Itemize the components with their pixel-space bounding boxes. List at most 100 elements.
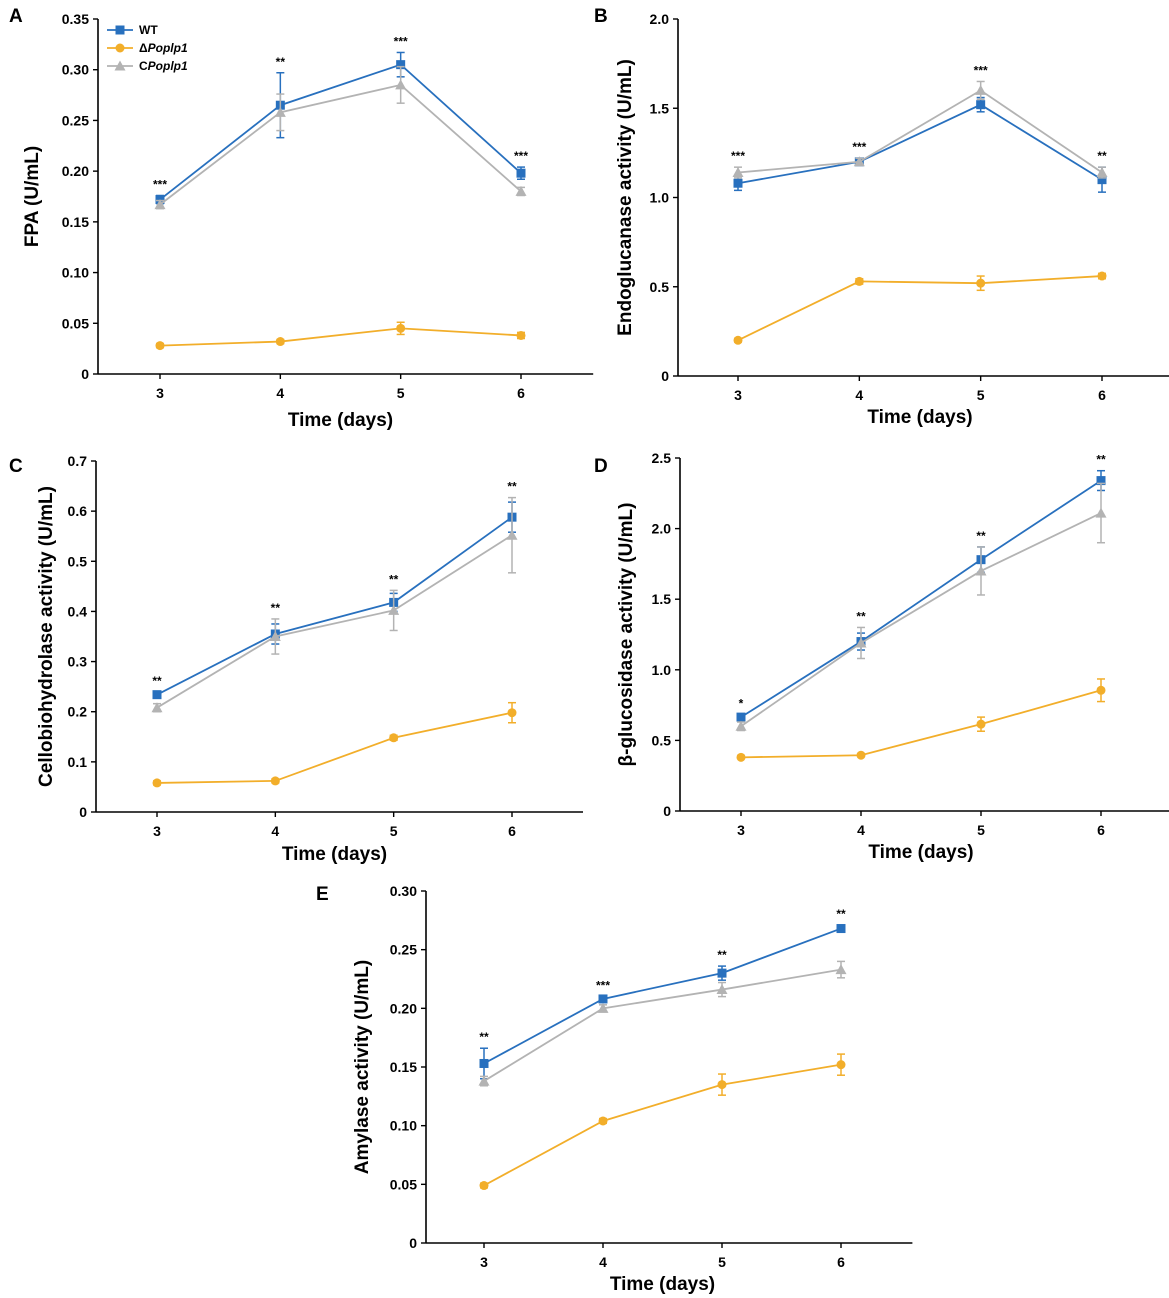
panel-letter: D bbox=[594, 456, 608, 477]
series-wt bbox=[736, 469, 1106, 722]
data-point bbox=[735, 720, 747, 731]
legend-label: CPoplp1 bbox=[139, 59, 188, 73]
data-point bbox=[516, 330, 526, 340]
data-point bbox=[976, 719, 986, 729]
data-point bbox=[836, 924, 846, 934]
x-tick-label: 4 bbox=[855, 387, 863, 403]
series-line bbox=[740, 689, 1102, 759]
x-tick-label: 5 bbox=[397, 385, 405, 401]
series-delta-poplp1 bbox=[736, 678, 1106, 762]
y-axis-title: β-glucosidase activity (U/mL) bbox=[616, 503, 637, 767]
data-point bbox=[598, 994, 608, 1004]
panel-letter: C bbox=[9, 456, 23, 477]
data-point bbox=[597, 1002, 609, 1013]
series-line bbox=[740, 479, 1102, 718]
x-tick-label: 6 bbox=[1098, 387, 1106, 403]
data-point bbox=[396, 60, 406, 70]
significance-label: *** bbox=[731, 149, 745, 163]
y-tick-label: 0.6 bbox=[68, 503, 88, 519]
chart-panel-c: C 0 0.1 0.2 0.3 0.4 0.5 0.6 0.7 3 4 5 6 Time (days) Ce… bbox=[9, 453, 583, 865]
series-wt bbox=[733, 96, 1107, 193]
significance-label: ** bbox=[976, 529, 986, 543]
y-tick-label: 0.5 bbox=[650, 279, 670, 295]
significance-label: ** bbox=[152, 674, 162, 688]
series-line bbox=[483, 927, 842, 1065]
x-tick-label: 5 bbox=[977, 822, 985, 838]
y-tick-label: 2.0 bbox=[652, 521, 672, 537]
panel-letter: B bbox=[594, 6, 608, 27]
data-point bbox=[506, 529, 518, 540]
x-tick-label: 6 bbox=[1097, 822, 1105, 838]
series-line bbox=[483, 1063, 842, 1187]
data-point bbox=[151, 702, 163, 713]
data-point bbox=[732, 167, 744, 178]
data-point bbox=[975, 565, 987, 576]
significance-label: ** bbox=[1096, 453, 1106, 467]
series-wt bbox=[155, 51, 526, 205]
y-tick-label: 2.5 bbox=[652, 450, 672, 466]
series-wt bbox=[479, 924, 846, 1080]
x-axis-title: Time (days) bbox=[610, 1274, 715, 1295]
x-tick-label: 3 bbox=[737, 822, 745, 838]
significance-label: ** bbox=[856, 609, 866, 623]
series-line bbox=[737, 103, 1103, 185]
x-tick-label: 3 bbox=[156, 385, 164, 401]
y-axis-title: Endoglucanase activity (U/mL) bbox=[615, 59, 636, 336]
y-tick-label: 0.35 bbox=[62, 11, 89, 27]
data-point bbox=[1096, 167, 1108, 178]
series-delta-poplp1 bbox=[733, 271, 1107, 345]
y-tick-label: 1.5 bbox=[650, 100, 670, 116]
legend-marker bbox=[115, 25, 125, 35]
data-point bbox=[733, 178, 743, 188]
x-tick-label: 4 bbox=[857, 822, 865, 838]
x-tick-label: 4 bbox=[271, 823, 279, 839]
x-tick-label: 4 bbox=[276, 385, 284, 401]
panel-letter: A bbox=[9, 6, 23, 27]
data-point bbox=[152, 778, 162, 788]
significance-label: ** bbox=[276, 55, 286, 69]
significance-label: ** bbox=[836, 907, 846, 921]
y-tick-label: 0.25 bbox=[390, 942, 417, 958]
significance-label: *** bbox=[596, 979, 610, 993]
x-tick-label: 3 bbox=[480, 1254, 488, 1270]
data-point bbox=[736, 752, 746, 762]
y-tick-label: 0 bbox=[409, 1235, 417, 1251]
y-axis-title: Amylase activity (U/mL) bbox=[352, 960, 373, 1174]
y-tick-label: 2.0 bbox=[650, 11, 670, 27]
data-point bbox=[1095, 507, 1107, 518]
significance-label: ** bbox=[717, 948, 727, 962]
data-point bbox=[855, 637, 867, 648]
y-tick-label: 0.05 bbox=[62, 315, 89, 331]
y-tick-label: 0 bbox=[663, 803, 671, 819]
series-line bbox=[156, 516, 513, 696]
chart-panel-a: A 0 0.05 0.10 0.15 0.20 0.25 0.30 0.35 3 4 5 6 Time (… bbox=[9, 6, 594, 431]
x-tick-label: 5 bbox=[718, 1254, 726, 1270]
legend-marker bbox=[115, 43, 125, 53]
series-line bbox=[737, 89, 1103, 174]
y-tick-label: 1.0 bbox=[652, 662, 672, 678]
significance-label: *** bbox=[153, 177, 167, 191]
y-tick-label: 0 bbox=[79, 804, 87, 820]
data-point bbox=[269, 631, 281, 641]
data-point bbox=[717, 968, 727, 978]
data-point bbox=[853, 156, 865, 167]
data-point bbox=[507, 708, 517, 718]
data-point bbox=[516, 168, 526, 178]
y-tick-label: 0.20 bbox=[390, 1000, 417, 1016]
y-tick-label: 0.4 bbox=[68, 603, 88, 619]
y-tick-label: 1.5 bbox=[652, 591, 672, 607]
data-point bbox=[270, 776, 280, 786]
significance-label: *** bbox=[514, 149, 528, 163]
x-tick-label: 6 bbox=[508, 823, 516, 839]
significance-label: * bbox=[739, 696, 744, 710]
series-line bbox=[159, 327, 522, 347]
y-tick-label: 0.1 bbox=[68, 754, 88, 770]
series-line bbox=[483, 968, 842, 1082]
series-c-poplp1 bbox=[735, 482, 1107, 732]
data-point bbox=[716, 984, 728, 995]
data-point bbox=[152, 690, 162, 700]
data-point bbox=[1096, 476, 1106, 486]
legend: WT ΔPoplp1 CPoplp1 bbox=[107, 23, 188, 73]
y-tick-label: 0.30 bbox=[390, 883, 417, 899]
significance-label: ** bbox=[389, 572, 399, 586]
